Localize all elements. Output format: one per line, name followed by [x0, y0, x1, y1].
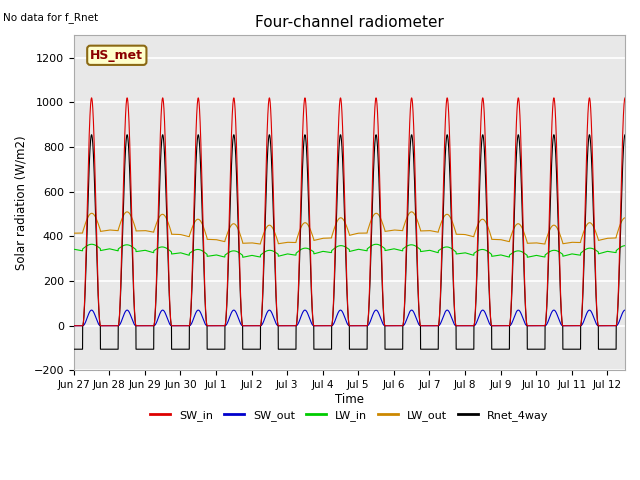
SW_out	[573, 323, 580, 329]
LW_out	[236, 230, 243, 236]
X-axis label: Time: Time	[335, 393, 364, 406]
LW_in	[465, 251, 473, 257]
SW_in	[573, 323, 580, 329]
LW_out	[573, 240, 581, 245]
LW_out	[621, 215, 629, 221]
LW_in	[112, 247, 120, 253]
Rnet_4way	[70, 347, 77, 352]
Rnet_4way	[236, 273, 243, 278]
SW_out	[216, 323, 223, 329]
SW_out	[621, 307, 629, 313]
LW_out	[465, 233, 473, 239]
SW_in	[216, 323, 223, 329]
LW_out	[112, 228, 120, 233]
Y-axis label: Solar radiation (W/m2): Solar radiation (W/m2)	[15, 135, 28, 270]
SW_out	[70, 323, 77, 329]
LW_in	[621, 243, 629, 249]
SW_out	[465, 323, 472, 329]
LW_in	[236, 250, 243, 256]
SW_in	[112, 323, 120, 329]
Rnet_4way	[621, 132, 629, 138]
Line: LW_in: LW_in	[74, 244, 625, 257]
LW_in	[372, 241, 380, 247]
SW_in	[621, 95, 629, 101]
LW_out	[216, 238, 223, 243]
Line: Rnet_4way: Rnet_4way	[74, 135, 625, 349]
LW_out	[541, 241, 549, 247]
SW_out	[236, 319, 243, 324]
LW_in	[523, 252, 531, 258]
Rnet_4way	[216, 347, 223, 352]
LW_in	[216, 253, 223, 259]
SW_out	[112, 323, 120, 329]
SW_in	[236, 263, 243, 269]
LW_out	[408, 209, 415, 215]
Rnet_4way	[112, 347, 120, 352]
Text: No data for f_Rnet: No data for f_Rnet	[3, 12, 99, 23]
Rnet_4way	[522, 318, 530, 324]
Rnet_4way	[573, 347, 580, 352]
LW_in	[239, 254, 246, 260]
Legend: SW_in, SW_out, LW_in, LW_out, Rnet_4way: SW_in, SW_out, LW_in, LW_out, Rnet_4way	[146, 406, 553, 425]
SW_in	[70, 323, 77, 329]
LW_out	[70, 230, 77, 236]
Title: Four-channel radiometer: Four-channel radiometer	[255, 15, 444, 30]
Text: HS_met: HS_met	[90, 49, 143, 62]
LW_in	[573, 252, 581, 258]
Rnet_4way	[465, 347, 472, 352]
LW_in	[70, 246, 77, 252]
Line: LW_out: LW_out	[74, 212, 625, 244]
SW_in	[465, 323, 472, 329]
SW_in	[522, 317, 530, 323]
Line: SW_out: SW_out	[74, 310, 625, 326]
SW_out	[522, 323, 530, 328]
Line: SW_in: SW_in	[74, 98, 625, 326]
LW_out	[523, 237, 531, 243]
